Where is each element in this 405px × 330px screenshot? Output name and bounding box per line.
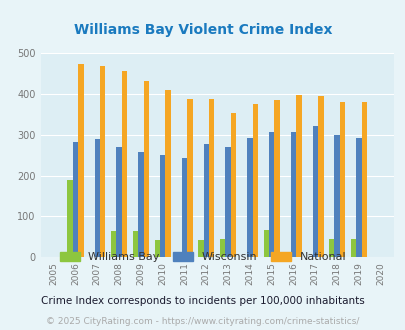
Bar [269,132,274,257]
Bar [317,96,323,257]
Bar [122,71,127,257]
Text: © 2025 CityRating.com - https://www.cityrating.com/crime-statistics/: © 2025 CityRating.com - https://www.city… [46,317,359,326]
Bar [312,126,317,257]
Legend: Williams Bay, Wisconsin, National: Williams Bay, Wisconsin, National [55,248,350,267]
Bar [296,95,301,257]
Bar [143,81,149,257]
Bar [263,230,269,257]
Text: Crime Index corresponds to incidents per 100,000 inhabitants: Crime Index corresponds to incidents per… [41,296,364,306]
Bar [334,135,339,257]
Bar [165,90,171,257]
Bar [274,100,279,257]
Bar [181,158,187,257]
Bar [220,239,225,257]
Bar [350,239,355,257]
Bar [72,142,78,257]
Bar [100,66,105,257]
Bar [339,102,345,257]
Text: Williams Bay Violent Crime Index: Williams Bay Violent Crime Index [74,23,331,37]
Bar [252,104,258,257]
Bar [111,231,116,257]
Bar [198,240,203,257]
Bar [154,240,160,257]
Bar [132,231,138,257]
Bar [290,132,296,257]
Bar [361,102,366,257]
Bar [355,138,361,257]
Bar [138,152,143,257]
Bar [230,114,236,257]
Bar [187,99,192,257]
Bar [209,99,214,257]
Bar [67,180,72,257]
Bar [78,64,83,257]
Bar [116,147,121,257]
Bar [160,155,165,257]
Bar [94,139,100,257]
Bar [328,239,334,257]
Bar [247,138,252,257]
Bar [203,144,209,257]
Bar [225,147,230,257]
